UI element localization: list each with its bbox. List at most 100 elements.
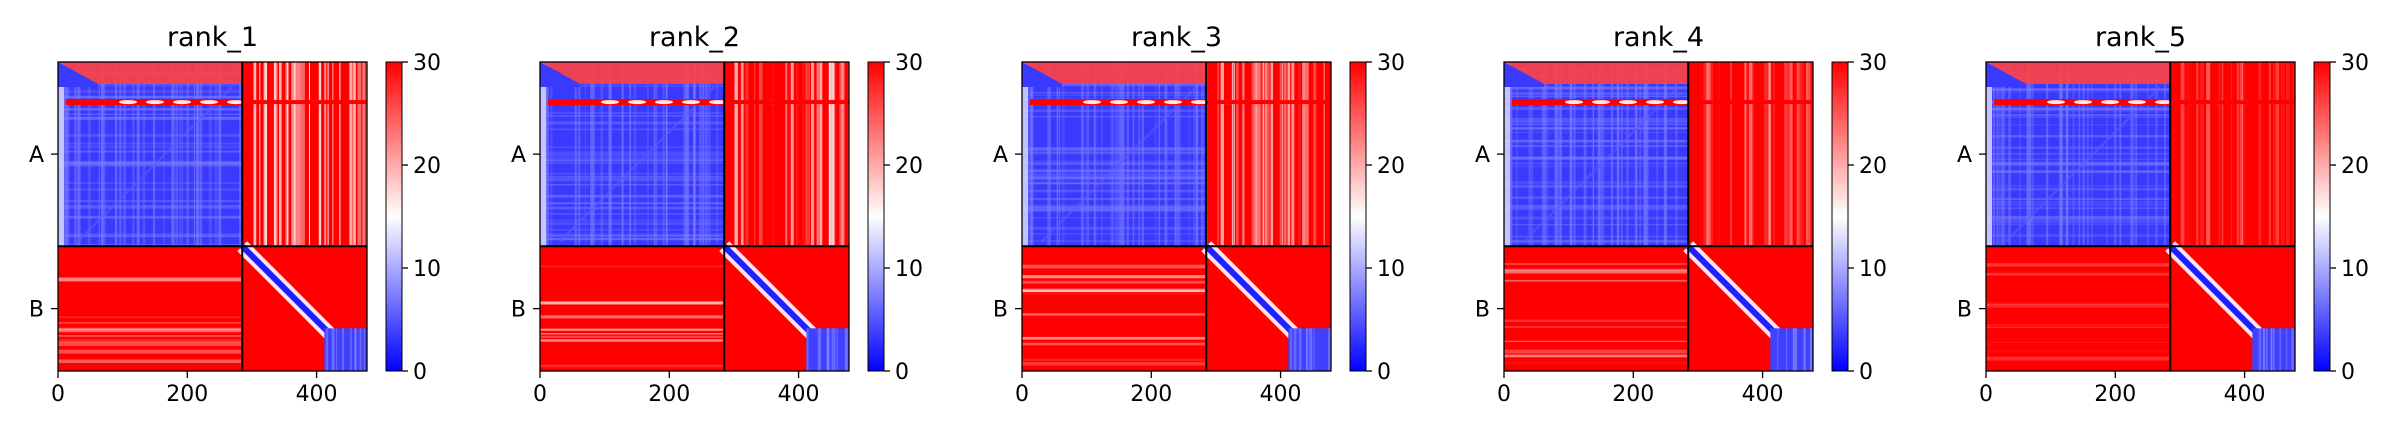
- ab-streak: [2230, 62, 2233, 247]
- aa-texture: [102, 62, 106, 247]
- ab-streak: [2195, 62, 2198, 246]
- aa-texture: [1504, 141, 1689, 143]
- bb-texture: [836, 328, 838, 371]
- aa-texture: [540, 85, 725, 87]
- heatmap: [540, 62, 849, 371]
- aa-texture: [58, 145, 243, 149]
- aa-texture: [1617, 62, 1619, 247]
- aa-top-band: [1504, 62, 1689, 84]
- ab-streak: [285, 62, 289, 247]
- subplot-title: rank_4: [1613, 22, 1704, 53]
- bb-texture: [1803, 328, 1806, 371]
- ab-streak: [1231, 62, 1234, 247]
- y-chain-label: B: [993, 298, 1008, 323]
- subplot-title: rank_1: [167, 22, 258, 53]
- x-tick-label: 0: [533, 382, 547, 407]
- aa-texture: [1086, 62, 1090, 247]
- ab-red-line: [724, 100, 849, 105]
- aa-texture: [1986, 234, 2171, 237]
- aa-texture: [540, 176, 725, 179]
- ba-band: [58, 338, 243, 342]
- aa-texture: [600, 62, 604, 247]
- aa-texture: [181, 62, 184, 247]
- aa-texture: [1986, 88, 2171, 91]
- bb-texture: [844, 328, 847, 371]
- aa-texture: [123, 62, 125, 247]
- aa-texture: [1164, 62, 1168, 247]
- aa-texture: [1195, 62, 1198, 247]
- axes-frame: [1503, 61, 1814, 372]
- ab-streak: [1268, 62, 1271, 247]
- colorbar: [1349, 61, 1367, 372]
- ab-streak: [1796, 62, 1800, 247]
- ab-streak: [1754, 62, 1757, 246]
- ab-streak: [1279, 62, 1283, 247]
- aa-texture: [1022, 204, 1207, 207]
- ab-streak: [746, 62, 749, 247]
- aa-texture: [540, 194, 725, 198]
- ba-band: [1504, 349, 1689, 353]
- aa-texture: [1504, 185, 1689, 188]
- ab-streak: [297, 62, 301, 247]
- colorbar-tick-label: 10: [895, 257, 923, 282]
- aa-texture: [2027, 62, 2029, 247]
- x-tick-label: 200: [166, 382, 208, 407]
- aa-texture: [58, 233, 243, 236]
- ab-streak: [1706, 62, 1710, 247]
- aa-texture: [1119, 62, 1121, 247]
- aa-texture: [1022, 83, 1207, 87]
- aa-texture: [1986, 89, 2171, 91]
- ab-streak: [2207, 62, 2211, 247]
- aa-red-line-dot: [2155, 100, 2173, 105]
- ab-streak: [1217, 62, 1219, 247]
- bb-texture: [1803, 328, 1805, 371]
- aa-texture: [1504, 139, 1689, 142]
- aa-red-line-dot: [1673, 100, 1691, 105]
- aa-texture: [1597, 62, 1601, 247]
- colorbar: [385, 61, 403, 372]
- aa-texture: [1022, 197, 1207, 201]
- aa-texture: [1541, 62, 1544, 247]
- aa-texture: [2066, 62, 2069, 247]
- aa-texture: [1022, 175, 1207, 179]
- ab-streak: [291, 62, 295, 247]
- ab-streak: [349, 62, 353, 247]
- x-tick-label: 400: [296, 382, 338, 407]
- y-chain-label: B: [1957, 298, 1972, 323]
- aa-texture: [172, 62, 176, 247]
- x-tick-label: 200: [2094, 382, 2136, 407]
- ba-band: [1504, 340, 1689, 342]
- aa-texture: [707, 62, 711, 247]
- ab-streak: [759, 62, 763, 247]
- ab-streak: [1267, 62, 1270, 247]
- bb-texture: [831, 328, 835, 371]
- aa-texture: [2046, 62, 2049, 247]
- ab-streak: [294, 62, 297, 247]
- ab-streak: [828, 62, 832, 247]
- ba-band: [540, 311, 724, 314]
- aa-texture: [1022, 226, 1207, 230]
- aa-texture: [100, 62, 104, 247]
- colorbar-tick-label: 30: [1859, 51, 1887, 76]
- aa-texture: [58, 235, 243, 237]
- aa-texture: [1508, 62, 1512, 247]
- aa-red-line-dot: [1565, 100, 1583, 105]
- ab-streak: [1220, 62, 1224, 247]
- aa-texture: [693, 62, 696, 247]
- x-tick-label: 400: [2224, 382, 2266, 407]
- colorbar-tick-label: 20: [895, 154, 923, 179]
- ba-band: [540, 301, 725, 305]
- bb-texture: [359, 328, 362, 371]
- aa-texture: [1599, 62, 1602, 247]
- aa-red-line-dot: [1646, 100, 1664, 105]
- ab-streak: [1729, 62, 1733, 247]
- aa-texture: [1022, 115, 1207, 118]
- ab-streak: [263, 62, 267, 247]
- ab-streak: [2185, 62, 2189, 246]
- bb-texture: [1289, 328, 1292, 371]
- aa-texture: [2031, 62, 2034, 247]
- aa-texture: [58, 234, 243, 238]
- heatmap: [1986, 62, 2295, 371]
- axes-frame: [539, 61, 850, 372]
- aa-texture: [686, 62, 689, 247]
